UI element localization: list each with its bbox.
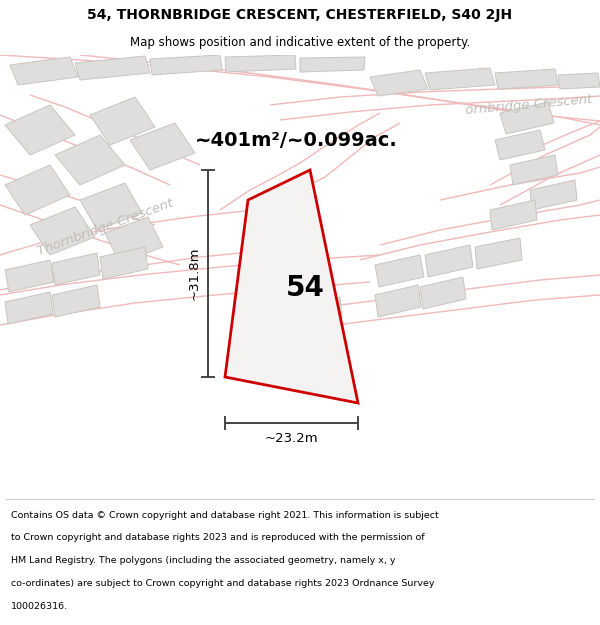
Polygon shape (375, 285, 421, 317)
Polygon shape (90, 97, 155, 145)
Text: Map shows position and indicative extent of the property.: Map shows position and indicative extent… (130, 36, 470, 49)
Polygon shape (490, 200, 537, 230)
Polygon shape (5, 165, 70, 215)
Polygon shape (150, 55, 222, 75)
Polygon shape (30, 207, 95, 255)
Text: 100026316.: 100026316. (11, 602, 68, 611)
Polygon shape (530, 180, 577, 210)
Polygon shape (495, 69, 558, 89)
Polygon shape (300, 57, 365, 72)
Polygon shape (105, 217, 163, 263)
Polygon shape (5, 105, 75, 155)
Polygon shape (80, 183, 142, 230)
Text: ornbridge Crescent: ornbridge Crescent (465, 93, 593, 117)
Text: co-ordinates) are subject to Crown copyright and database rights 2023 Ordnance S: co-ordinates) are subject to Crown copyr… (11, 579, 434, 588)
Polygon shape (100, 247, 148, 279)
Text: Thornbridge Crescent: Thornbridge Crescent (35, 196, 175, 258)
Text: to Crown copyright and database rights 2023 and is reproduced with the permissio: to Crown copyright and database rights 2… (11, 533, 424, 542)
Polygon shape (10, 57, 78, 85)
Polygon shape (225, 170, 358, 403)
Polygon shape (500, 102, 554, 134)
Polygon shape (130, 123, 195, 170)
Polygon shape (75, 56, 150, 80)
Polygon shape (495, 130, 545, 160)
Polygon shape (558, 73, 600, 89)
Text: ~31.8m: ~31.8m (187, 247, 200, 300)
Text: Contains OS data © Crown copyright and database right 2021. This information is : Contains OS data © Crown copyright and d… (11, 511, 439, 519)
Polygon shape (375, 255, 424, 287)
Polygon shape (298, 297, 342, 326)
Polygon shape (225, 55, 296, 72)
Text: 54, THORNBRIDGE CRESCENT, CHESTERFIELD, S40 2JH: 54, THORNBRIDGE CRESCENT, CHESTERFIELD, … (88, 8, 512, 22)
Polygon shape (425, 245, 473, 277)
Polygon shape (55, 135, 125, 185)
Text: ~401m²/~0.099ac.: ~401m²/~0.099ac. (195, 131, 398, 149)
Polygon shape (5, 292, 53, 324)
Text: 54: 54 (286, 274, 325, 301)
Polygon shape (370, 70, 428, 96)
Polygon shape (475, 238, 522, 269)
Text: ~23.2m: ~23.2m (265, 432, 319, 446)
Polygon shape (5, 260, 54, 292)
Polygon shape (52, 253, 100, 285)
Polygon shape (52, 285, 100, 317)
Polygon shape (420, 277, 466, 309)
Polygon shape (510, 155, 558, 185)
Polygon shape (250, 302, 297, 331)
Polygon shape (425, 68, 495, 90)
Text: HM Land Registry. The polygons (including the associated geometry, namely x, y: HM Land Registry. The polygons (includin… (11, 556, 395, 565)
